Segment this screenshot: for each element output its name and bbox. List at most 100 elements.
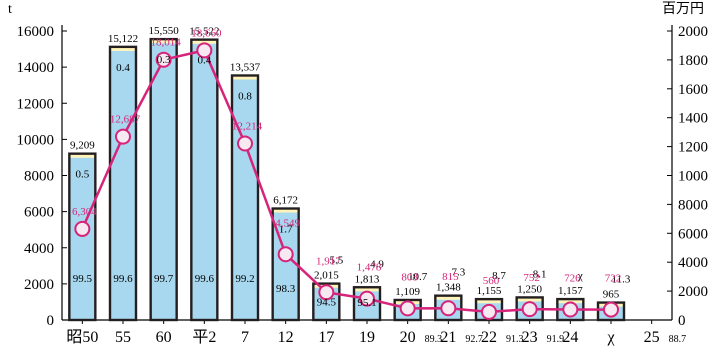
bar-top-share-label: 4.9 <box>370 258 384 270</box>
line-point-label: 752 <box>523 272 540 284</box>
left-axis-tick-label: 6000 <box>24 205 54 221</box>
line-point <box>481 303 497 320</box>
bar-main-share-label: 99.7 <box>154 273 174 285</box>
line-point <box>603 301 619 318</box>
x-axis-tick-sublabel: 88.7 <box>669 334 687 345</box>
bar <box>190 38 219 322</box>
right-axis-tick-label: 8000 <box>678 197 708 213</box>
left-axis-tick-label: 2000 <box>24 277 54 293</box>
right-axis-tick-label: 1800 <box>678 53 708 69</box>
line-point-label: 12,214 <box>232 121 263 133</box>
bar-main-segment <box>232 79 258 320</box>
bar-total-label: 1,155 <box>477 285 502 297</box>
bar-top-segment <box>110 46 136 51</box>
bar-top-segment <box>191 39 218 44</box>
line-point-label: 1,478 <box>357 262 382 274</box>
bar-top-share-label: 11.3 <box>612 274 631 286</box>
line-point <box>115 128 131 145</box>
bar-main-segment <box>191 43 218 320</box>
x-axis-tick-sublabel: 92.7 <box>465 334 483 345</box>
bar-total-label: 13,537 <box>230 61 261 73</box>
x-axis-tick-label: 昭50 <box>66 329 98 346</box>
line-point-label: 18,660 <box>191 27 222 39</box>
right-axis-tick-label: 4000 <box>678 255 708 271</box>
line-point <box>521 301 538 318</box>
bar-total-label: 1,157 <box>558 285 583 297</box>
line-point <box>359 290 375 307</box>
bar-outline <box>393 298 422 322</box>
right-axis-tick-label: 0 <box>678 313 686 329</box>
bar-total-label: 1,813 <box>355 273 380 285</box>
line-point <box>399 300 416 317</box>
bar-outline <box>352 286 382 322</box>
left-axis-tick-label: 14000 <box>17 60 55 76</box>
x-axis-tick-label: 24 <box>562 329 578 346</box>
line-point-label: 808 <box>401 271 418 283</box>
right-axis-tick-label: 1200 <box>678 140 708 156</box>
x-axis-tick-label: 55 <box>115 329 131 346</box>
bar-top-segment <box>476 299 502 304</box>
bar-top-segment <box>435 295 462 300</box>
bar-outline <box>68 152 97 322</box>
x-axis-tick-label: 21 <box>440 329 456 346</box>
x-axis-tick-sublabel: 89.3 <box>425 334 443 345</box>
bar-main-share-label: 94.5 <box>317 296 337 308</box>
bar-outline <box>312 282 341 322</box>
right-axis-unit: 百万円 <box>662 1 704 17</box>
bar-top-share-label: 0.4 <box>116 62 130 74</box>
left-axis-tick-label: 10000 <box>17 132 55 148</box>
chart-labels: 9,209 99.5 0.5 15,122 99.6 0.4 15,550 99.7 0.3 15… <box>70 25 631 309</box>
bar-total-label: 1,348 <box>436 282 461 294</box>
bar-top-share-label: 0.5 <box>75 169 89 181</box>
bar-top-share-label: 0.3 <box>157 54 171 66</box>
bar-main-segment <box>69 157 96 320</box>
bar-top-segment <box>272 208 299 213</box>
bar-total-label: 15,122 <box>108 33 138 45</box>
x-axis-tick-label: 23 <box>522 329 538 346</box>
line-point <box>196 42 213 59</box>
x-axis-tick-label: 60 <box>156 329 172 346</box>
right-axis-tick-label: 1000 <box>678 169 708 185</box>
bar-main-share-label: 99.5 <box>73 273 93 285</box>
bar-outline <box>230 74 260 322</box>
x-axis-tick-label: 20 <box>400 329 416 346</box>
x-axis-tick-label: 平2 <box>192 329 216 346</box>
bar-total-label: 965 <box>603 289 620 301</box>
x-axis-tick-label: 7 <box>241 329 249 346</box>
x-axis-tick-label: 22 <box>481 329 497 346</box>
bar-top-share-label: 0.8 <box>238 90 252 102</box>
left-axis-unit: t <box>8 2 12 17</box>
bar-top-segment <box>557 299 584 304</box>
x-axis-tick-label: χ <box>606 329 615 346</box>
left-axis-tick-label: 8000 <box>24 169 54 185</box>
right-axis-tick-label: 1400 <box>678 111 708 127</box>
bar-total-label: 15,522 <box>189 26 219 38</box>
left-axis-tick-label: 12000 <box>17 96 55 112</box>
bar-top-segment <box>516 297 543 302</box>
bar-top-share-label: 8.1 <box>533 268 547 280</box>
bar-top-share-label: 5.5 <box>329 255 343 267</box>
bar-outline <box>271 207 300 322</box>
bar-total-label: 1,109 <box>395 286 420 298</box>
line-point-label: 726 <box>564 273 581 285</box>
bar-top-segment <box>354 287 380 292</box>
bar-main-share-label: 95.1 <box>357 297 376 309</box>
bar-total-label: 9,209 <box>70 140 95 152</box>
bar-top-share-label: 0.4 <box>197 55 211 67</box>
line-point <box>237 135 253 152</box>
right-axis-tick-label: 1600 <box>678 82 708 98</box>
left-axis-tick-label: 16000 <box>17 24 55 40</box>
x-axis-tick-label: 12 <box>278 329 294 346</box>
bar-main-share-label: 98.3 <box>276 283 296 295</box>
bar-outline <box>149 37 178 322</box>
left-axis-tick-label: 0 <box>47 313 55 329</box>
bar-outline <box>108 45 138 322</box>
bar-top-share-label: 1.7 <box>279 224 293 236</box>
bar-total-label: 1,250 <box>517 283 542 295</box>
line-point <box>318 284 335 301</box>
bar-outline <box>190 38 219 322</box>
bar-top-share-label: 7.3 <box>451 267 465 279</box>
x-axis-tick-label: 19 <box>359 329 375 346</box>
line-point <box>277 246 294 263</box>
